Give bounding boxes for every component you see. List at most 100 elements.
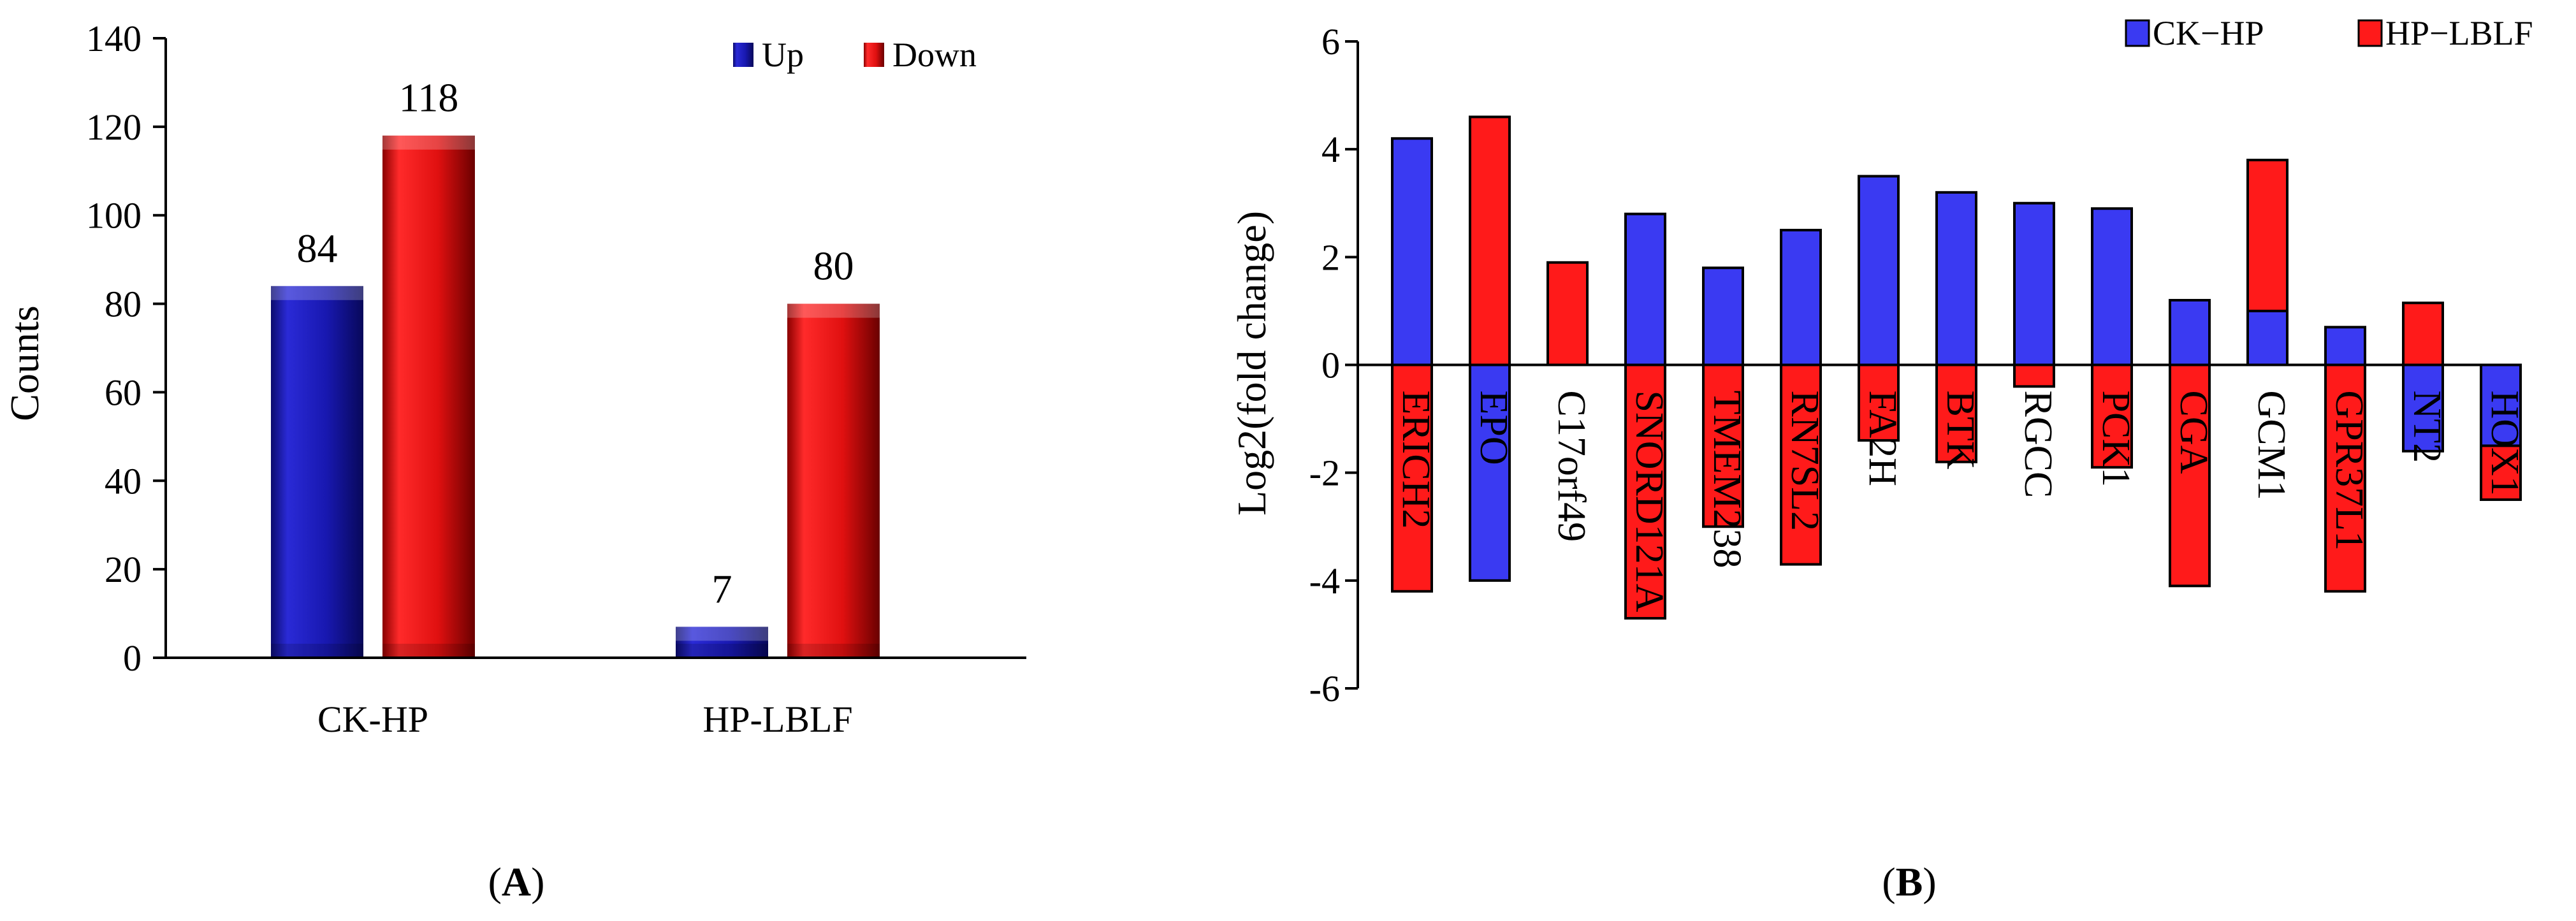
bar-ck-hp: [2402, 363, 2444, 453]
bar-hp-lblf: [2013, 363, 2055, 388]
bar-highlight: [382, 135, 475, 150]
bar-shade: [787, 644, 880, 658]
bar-group-gcm1: [2246, 159, 2289, 366]
bar-ck-hp: [2246, 309, 2289, 366]
gene-label: RN7SL2: [1783, 391, 1826, 531]
bar-ck-hp: [1391, 137, 1433, 366]
gene-label: GCM1: [2250, 391, 2293, 500]
y-tick-label: 60: [105, 372, 142, 413]
bar-ck-hp: [2091, 207, 2133, 366]
bar-hp-lblf: [2169, 363, 2211, 588]
bar-ck-hp: [1858, 175, 1900, 366]
panel-b-axes: 6 4 2 0 -2 -4 -6: [1309, 21, 2512, 709]
bar-group-nt2: [2402, 301, 2444, 453]
panel-b-gene-labels: ERICH2 EPO C17orf49 SNORD121A TMEM238 RN7SL2 F…: [1394, 391, 2526, 613]
x-tick-label: HP-LBLF: [702, 699, 852, 740]
y-tick-label: 20: [105, 549, 142, 590]
bar-group-cga: [2169, 299, 2211, 588]
gene-label: C17orf49: [1550, 391, 1593, 542]
gene-label: RGCC: [2016, 391, 2060, 498]
bar-body: [676, 627, 768, 658]
gene-label: PCK1: [2094, 391, 2137, 488]
bar-ck-hp: [1780, 229, 1822, 366]
legend-item-hp-lblf: HP−LBLF: [2357, 14, 2533, 52]
legend-swatch: [733, 43, 753, 67]
bar-highlight: [787, 303, 880, 318]
bar-value-label: 7: [712, 566, 732, 611]
legend-label: Up: [762, 36, 804, 74]
bar-body: [382, 135, 475, 658]
gene-label: ERICH2: [1394, 391, 1437, 529]
gene-label: EPO: [1472, 391, 1515, 465]
panel-a-bars: 84 118 7 80: [271, 75, 880, 658]
legend-label: CK−HP: [2153, 14, 2264, 52]
bar-ck-hp: [1935, 191, 1977, 366]
bar-highlight: [271, 286, 363, 300]
panel-a-axes: CK-HP HP-LBLF 0 20 40 60 80 100 120 140: [86, 18, 1026, 740]
bar-ck-hp: [2324, 326, 2366, 366]
y-tick-label: 0: [1321, 345, 1340, 386]
y-tick-label: -4: [1309, 560, 1340, 602]
bar-highlight: [676, 627, 768, 641]
bar-body: [787, 303, 880, 658]
bar-ck-hp: [1624, 212, 1666, 366]
bar-group-epo: [1469, 115, 1511, 582]
legend-swatch: [864, 43, 884, 67]
gene-label: TMEM238: [1705, 391, 1749, 569]
bar-group-btk: [1935, 191, 1977, 463]
bar-ck-hp: [2169, 299, 2211, 366]
bar-group-tmem238: [1702, 266, 1744, 528]
bar-group-erich2: [1391, 137, 1433, 593]
bar-shade: [676, 644, 768, 658]
gene-label: NT2: [2405, 391, 2449, 463]
legend-swatch: [2357, 19, 2383, 47]
bar-group-c17orf49: [1546, 261, 1589, 366]
legend-label: HP−LBLF: [2385, 14, 2533, 52]
panel-a-label: (A): [488, 859, 545, 904]
gene-label: FA2H: [1861, 391, 1904, 486]
y-tick-label: 0: [123, 637, 142, 679]
y-tick-label: 120: [86, 106, 142, 148]
gene-label: CGA: [2172, 391, 2215, 474]
bar-group-rgcc: [2013, 201, 2055, 388]
bar-value-label: 118: [399, 75, 459, 120]
panel-b-label: (B): [1882, 859, 1936, 904]
y-tick-label: -6: [1309, 668, 1340, 709]
panel-b-legend: CK−HP HP−LBLF: [2125, 14, 2533, 52]
bar-value-label: 80: [813, 243, 854, 289]
bar-hp-lblf: [2402, 301, 2444, 366]
y-tick-label: 4: [1321, 129, 1340, 170]
y-tick-label: 6: [1321, 21, 1340, 62]
gene-label: HOX1: [2483, 391, 2526, 496]
bar-hp-lblf: [1702, 363, 1744, 528]
y-tick-label: 140: [86, 18, 142, 59]
y-tick-label: 2: [1321, 236, 1340, 278]
bar-ck-hp: [1702, 266, 1744, 366]
y-tick-label: 80: [105, 284, 142, 325]
bar-hp-lblf: [1546, 261, 1589, 366]
bar-ck-hp: [1469, 363, 1511, 582]
panel-b-bars: [1391, 115, 2522, 620]
y-tick-label: 100: [86, 195, 142, 236]
legend-label: Down: [892, 36, 977, 74]
panel-a-y-axis-title: Counts: [2, 305, 47, 421]
bar-shade: [382, 644, 475, 658]
bar-shade: [271, 644, 363, 658]
bar-group-gpr37l1: [2324, 326, 2366, 593]
legend-swatch: [2125, 19, 2150, 47]
bar-hp-lblf: [1624, 363, 1666, 620]
y-tick-label: -2: [1309, 453, 1340, 494]
bar-up-hp-lblf: 7: [676, 566, 768, 658]
bar-down-ck-hp: 118: [382, 75, 475, 658]
bar-hp-lblf: [1935, 363, 1977, 463]
bar-body: [271, 286, 363, 658]
legend-item-down: Down: [864, 36, 977, 74]
panel-b-y-axis-title: Log2(fold change): [1229, 211, 1274, 516]
bar-down-hp-lblf: 80: [787, 243, 880, 658]
bar-ck-hp: [2480, 363, 2522, 447]
gene-label: BTK: [1939, 391, 1982, 470]
gene-label: GPR37L1: [2327, 391, 2371, 551]
bar-up-ck-hp: 84: [271, 226, 363, 658]
bar-hp-lblf: [1469, 115, 1511, 366]
